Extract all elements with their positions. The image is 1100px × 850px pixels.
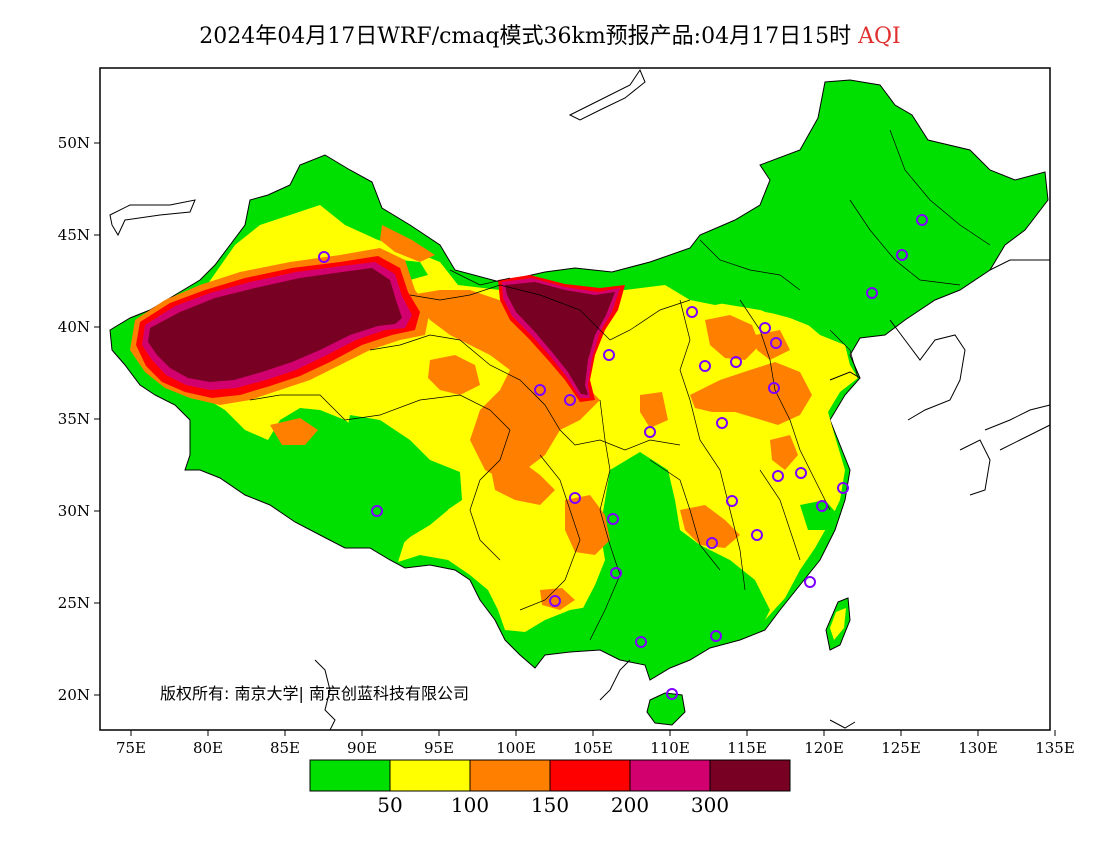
legend-swatch xyxy=(309,759,391,792)
y-axis: 50N 45N 40N 35N 30N 25N 20N xyxy=(58,134,100,704)
station-marker xyxy=(837,482,849,494)
station-marker xyxy=(534,384,546,396)
legend-label: 300 xyxy=(691,793,729,817)
station-marker xyxy=(716,417,728,429)
y-tick-label: 45N xyxy=(58,226,90,244)
x-tick-label: 110E xyxy=(650,739,690,757)
station-marker xyxy=(644,426,656,438)
station-marker xyxy=(804,576,816,588)
station-marker xyxy=(607,513,619,525)
station-marker xyxy=(603,349,615,361)
china-aqi-field xyxy=(109,79,1049,726)
legend-label: 100 xyxy=(451,793,489,817)
legend-label: 200 xyxy=(611,793,649,817)
station-marker xyxy=(635,636,647,648)
x-tick-label: 100E xyxy=(496,739,536,757)
station-marker xyxy=(726,495,738,507)
copyright-notice: 版权所有: 南京大学| 南京创蓝科技有限公司 xyxy=(160,684,469,703)
province-boundaries xyxy=(249,129,991,641)
station-marker xyxy=(610,567,622,579)
station-marker xyxy=(896,249,908,261)
map-title: 2024年04月17日WRF/cmaq模式36km预报产品:04月17日15时 … xyxy=(0,18,1100,50)
station-marker xyxy=(751,529,763,541)
y-tick-label: 25N xyxy=(58,594,90,612)
x-tick-label: 125E xyxy=(881,739,921,757)
x-tick-label: 95E xyxy=(424,739,454,757)
station-marker xyxy=(710,630,722,642)
legend-swatch xyxy=(389,759,471,792)
x-tick-label: 135E xyxy=(1035,739,1075,757)
x-tick-label: 85E xyxy=(270,739,300,757)
aqi-legend: 50 100 150 200 300 xyxy=(309,759,791,817)
coastlines xyxy=(109,68,1051,731)
legend-label: 150 xyxy=(531,793,569,817)
x-tick-label: 75E xyxy=(116,739,146,757)
y-tick-label: 20N xyxy=(58,686,90,704)
station-marker xyxy=(770,337,782,349)
station-marker xyxy=(772,470,784,482)
y-tick-label: 50N xyxy=(58,134,90,152)
station-marker xyxy=(816,500,828,512)
x-tick-label: 80E xyxy=(193,739,223,757)
station-marker xyxy=(916,214,928,226)
station-marker xyxy=(759,322,771,334)
station-marker xyxy=(549,595,561,607)
station-marker xyxy=(686,306,698,318)
station-marker xyxy=(706,537,718,549)
station-markers xyxy=(318,214,928,700)
x-tick-label: 130E xyxy=(958,739,998,757)
legend-swatch xyxy=(549,759,631,792)
y-tick-label: 30N xyxy=(58,502,90,520)
legend-label: 50 xyxy=(377,793,402,817)
station-marker xyxy=(768,382,780,394)
aqi-region-usg xyxy=(410,290,600,478)
x-tick-label: 115E xyxy=(727,739,767,757)
x-tick-label: 90E xyxy=(347,739,377,757)
station-marker xyxy=(371,505,383,517)
station-marker xyxy=(699,360,711,372)
station-marker xyxy=(318,251,330,263)
station-marker xyxy=(795,467,807,479)
legend-swatch xyxy=(469,759,551,792)
x-tick-label: 105E xyxy=(573,739,613,757)
station-marker xyxy=(730,356,742,368)
legend-swatch xyxy=(709,759,791,792)
title-main: 2024年04月17日WRF/cmaq模式36km预报产品:04月17日15时 xyxy=(199,24,852,49)
x-tick-label: 120E xyxy=(804,739,844,757)
x-axis: 75E 80E 85E 90E 95E 100E 105E 110E 115E 120E 125E 1… xyxy=(116,730,1075,757)
station-marker xyxy=(666,688,678,700)
station-marker xyxy=(569,492,581,504)
aqi-region-hazardous xyxy=(148,268,402,382)
station-marker xyxy=(564,394,576,406)
title-variable: AQI xyxy=(858,24,901,49)
legend-swatch xyxy=(629,759,711,792)
station-marker xyxy=(866,287,878,299)
y-tick-label: 40N xyxy=(58,318,90,336)
y-tick-label: 35N xyxy=(58,410,90,428)
